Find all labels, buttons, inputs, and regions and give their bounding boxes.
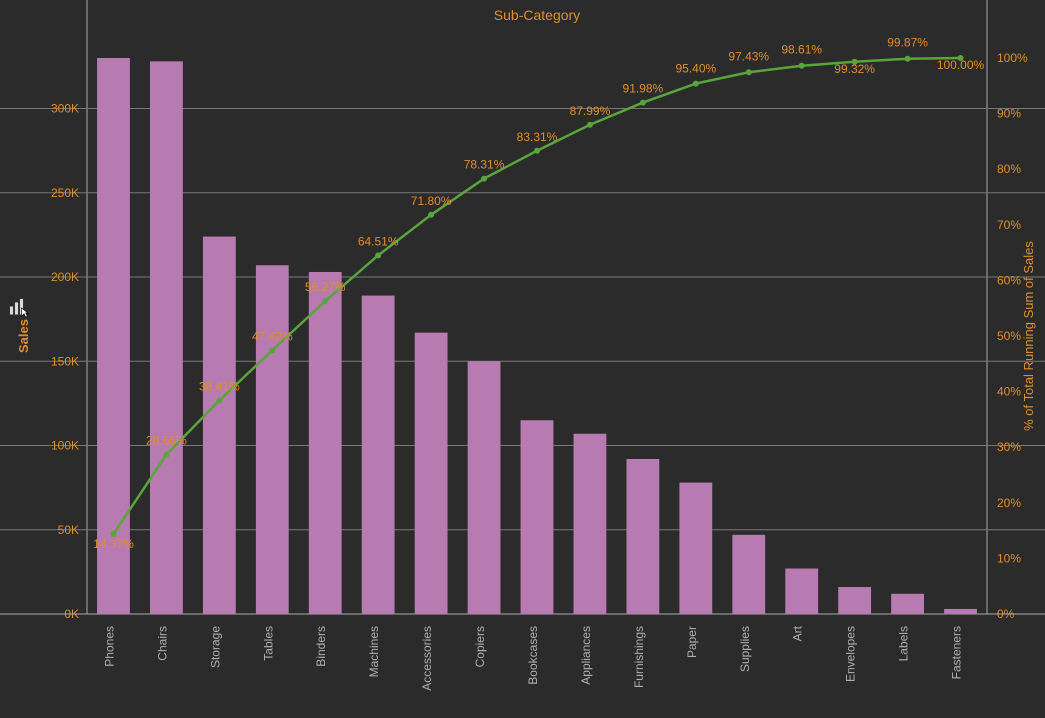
- pct-label: 47.42%: [252, 329, 293, 343]
- bar[interactable]: [891, 594, 924, 614]
- bar[interactable]: [574, 434, 607, 614]
- bar[interactable]: [362, 296, 395, 614]
- bar[interactable]: [679, 483, 712, 614]
- line-marker[interactable]: [693, 81, 699, 87]
- line-marker[interactable]: [163, 452, 169, 458]
- category-label: Copiers: [473, 626, 487, 667]
- chart-title: Sub-Category: [494, 7, 580, 23]
- left-tick-label: 300K: [51, 102, 79, 116]
- right-tick-label: 60%: [997, 273, 1021, 287]
- right-axis-title: % of Total Running Sum of Sales: [1021, 241, 1036, 431]
- category-label: Accessories: [420, 626, 434, 691]
- bar[interactable]: [203, 237, 236, 614]
- line-marker[interactable]: [322, 298, 328, 304]
- left-tick-label: 50K: [58, 523, 79, 537]
- line-marker[interactable]: [481, 176, 487, 182]
- category-label: Storage: [208, 626, 222, 668]
- right-tick-label: 10%: [997, 551, 1021, 565]
- pareto-chart: Sub-Category0K50K100K150K200K250K300K0%1…: [0, 0, 1045, 718]
- bar[interactable]: [626, 459, 659, 614]
- category-label: Bookcases: [526, 626, 540, 685]
- bar[interactable]: [944, 609, 977, 614]
- category-label: Tables: [261, 626, 275, 661]
- category-label: Labels: [897, 626, 911, 661]
- bar[interactable]: [415, 333, 448, 614]
- category-label: Fasteners: [950, 626, 964, 679]
- pct-label: 97.43%: [728, 49, 769, 63]
- line-marker[interactable]: [587, 122, 593, 128]
- right-tick-label: 50%: [997, 329, 1021, 343]
- pct-label: 56.27%: [305, 280, 346, 294]
- left-tick-label: 150K: [51, 354, 79, 368]
- right-tick-label: 30%: [997, 440, 1021, 454]
- pct-label: 83.31%: [517, 130, 558, 144]
- pct-label: 95.40%: [675, 62, 716, 76]
- right-tick-label: 80%: [997, 162, 1021, 176]
- bar-chart-cursor-icon: [8, 298, 30, 318]
- pct-label: 38.41%: [199, 379, 240, 393]
- pct-label: 91.98%: [623, 82, 664, 96]
- bar[interactable]: [785, 569, 818, 614]
- line-marker[interactable]: [640, 100, 646, 106]
- bar[interactable]: [468, 361, 501, 614]
- pct-label: 71.80%: [411, 194, 452, 208]
- line-marker[interactable]: [428, 212, 434, 218]
- pct-label: 28.66%: [146, 434, 187, 448]
- bar[interactable]: [521, 420, 554, 614]
- line-marker[interactable]: [534, 148, 540, 154]
- right-tick-label: 70%: [997, 218, 1021, 232]
- category-label: Phones: [102, 626, 116, 667]
- line-marker[interactable]: [216, 397, 222, 403]
- category-label: Appliances: [579, 626, 593, 685]
- pct-label: 64.51%: [358, 234, 399, 248]
- line-marker[interactable]: [269, 347, 275, 353]
- category-label: Supplies: [738, 626, 752, 672]
- left-tick-label: 100K: [51, 439, 79, 453]
- pct-label: 87.99%: [570, 104, 611, 118]
- bar[interactable]: [150, 61, 183, 614]
- line-marker[interactable]: [375, 252, 381, 258]
- pct-label: 98.61%: [781, 43, 822, 57]
- left-tick-label: 200K: [51, 270, 79, 284]
- category-label: Paper: [685, 626, 699, 658]
- category-label: Furnishings: [632, 626, 646, 688]
- category-label: Art: [791, 625, 805, 641]
- bar[interactable]: [838, 587, 871, 614]
- right-tick-label: 90%: [997, 107, 1021, 121]
- chart-svg: Sub-Category0K50K100K150K200K250K300K0%1…: [0, 0, 1045, 718]
- pct-label: 99.32%: [834, 62, 875, 76]
- line-marker[interactable]: [905, 56, 911, 62]
- right-tick-label: 100%: [997, 51, 1028, 65]
- left-tick-label: 250K: [51, 186, 79, 200]
- bar[interactable]: [97, 58, 130, 614]
- pct-label: 78.31%: [464, 158, 505, 172]
- category-label: Envelopes: [844, 626, 858, 682]
- bar[interactable]: [309, 272, 342, 614]
- category-label: Binders: [314, 626, 328, 667]
- right-tick-label: 20%: [997, 496, 1021, 510]
- line-marker[interactable]: [799, 63, 805, 69]
- category-label: Chairs: [155, 626, 169, 661]
- bar[interactable]: [732, 535, 765, 614]
- bar[interactable]: [256, 265, 289, 614]
- pct-label: 100.00%: [937, 58, 985, 72]
- category-label: Machines: [367, 626, 381, 677]
- line-marker[interactable]: [746, 69, 752, 75]
- right-tick-label: 40%: [997, 385, 1021, 399]
- pct-label: 99.87%: [887, 36, 928, 50]
- pct-label: 14.37%: [93, 537, 134, 551]
- left-axis-title: Sales: [16, 319, 31, 353]
